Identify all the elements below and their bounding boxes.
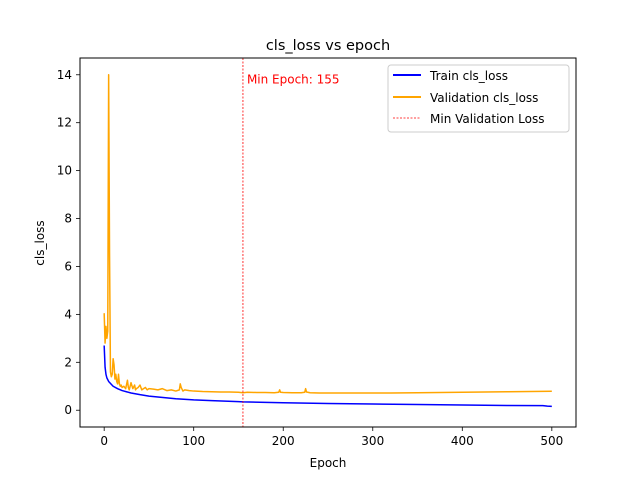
y-tick-label: 0 xyxy=(64,403,72,417)
plot-frame xyxy=(79,57,577,428)
legend-box xyxy=(387,64,570,133)
y-tick-label: 2 xyxy=(64,355,72,369)
y-tick-label: 8 xyxy=(64,212,72,226)
legend-label-validation: Validation cls_loss xyxy=(430,91,538,105)
y-tick-label: 6 xyxy=(64,259,72,273)
min-epoch-annotation: Min Epoch: 155 xyxy=(247,73,340,87)
vline-layer: Min Epoch: 155 xyxy=(242,58,340,427)
series-line-train xyxy=(103,345,552,408)
legend-label-min-validation: Min Validation Loss xyxy=(430,112,545,126)
x-tick-label: 500 xyxy=(540,434,563,448)
y-tick-label: 14 xyxy=(57,68,72,82)
y-tick-label: 10 xyxy=(57,164,72,178)
x-tick-label: 200 xyxy=(272,434,295,448)
y-axis-label: cls_loss xyxy=(33,220,47,265)
y-axis-ticks: 0 2 4 6 8 10 12 14 xyxy=(57,68,80,417)
x-tick-label: 0 xyxy=(100,434,108,448)
x-tick-label: 400 xyxy=(451,434,474,448)
x-axis-ticks: 0 100 200 300 400 500 xyxy=(100,427,563,448)
legend: Train cls_loss Validation cls_loss Min V… xyxy=(387,64,570,133)
y-tick-label: 12 xyxy=(57,116,72,130)
x-tick-label: 300 xyxy=(361,434,384,448)
x-tick-label: 100 xyxy=(182,434,205,448)
y-tick-label: 4 xyxy=(64,307,72,321)
x-axis-label: Epoch xyxy=(310,456,347,470)
chart-title: cls_loss vs epoch xyxy=(266,38,390,54)
series-layer xyxy=(103,74,552,408)
series-line-validation xyxy=(103,74,552,394)
legend-label-train: Train cls_loss xyxy=(429,69,508,83)
